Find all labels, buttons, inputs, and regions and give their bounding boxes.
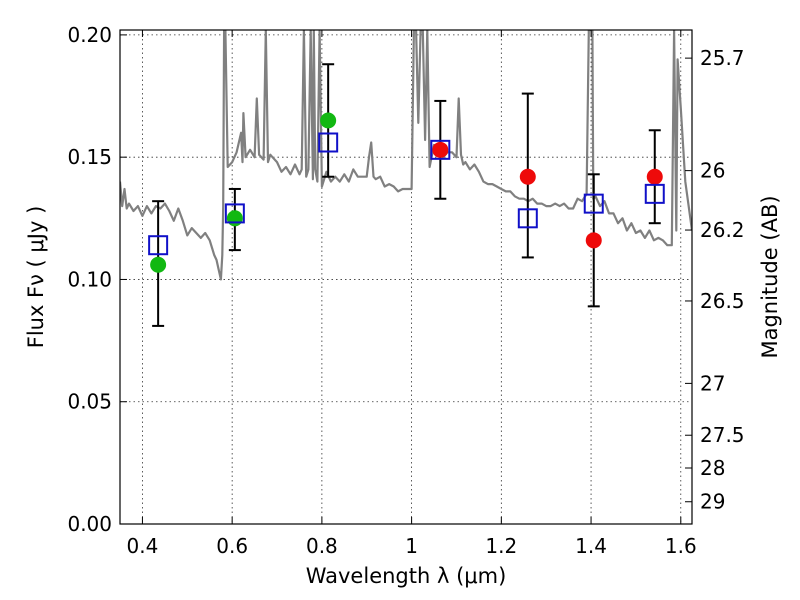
y2-tick-label: 29 [700,490,725,514]
y-tick-label: 0.20 [67,23,112,47]
observed-flux-point [519,168,536,185]
model-flux-square [224,203,245,224]
observed-flux-point [320,112,337,129]
observed-flux-point [585,232,602,249]
x-axis-label: Wavelength λ (μm) [306,564,507,588]
tick-layer: 0.4 0.6 0.8 1 1.2 1.4 1.6 0.00 0.05 0.10 0.15 0.20 2… [67,23,744,558]
model-flux-square [644,183,665,204]
marker-layer [148,112,665,273]
y2-tick-label: 28 [700,456,725,480]
y-tick-label: 0.05 [67,390,112,414]
y2-tick-label: 25.7 [700,46,745,70]
y2-tick-label: 27.5 [700,423,745,447]
y-tick-label: 0.10 [67,267,112,291]
y2-axis-label: Magnitude (AB) [758,195,782,358]
y2-tick-label: 26 [700,159,725,183]
plot-frame [119,29,693,525]
y-tick-label: 0.00 [67,512,112,536]
x-tick-label: 1 [405,534,418,558]
observed-flux-point [646,168,663,185]
x-tick-label: 1.2 [485,534,517,558]
x-tick-label: 1.6 [665,534,697,558]
observed-flux-point [432,141,449,158]
observed-flux-point [226,210,243,227]
y-axis-label: Flux Fν ( μJy ) [24,206,48,349]
y2-tick-label: 26.2 [700,218,745,242]
x-tick-label: 0.6 [216,534,248,558]
x-tick-label: 1.4 [575,534,607,558]
observed-flux-point [150,256,167,273]
y2-tick-label: 27 [700,371,725,395]
model-flux-square [583,193,604,214]
y-tick-label: 0.15 [67,145,112,169]
x-tick-label: 0.8 [306,534,338,558]
model-flux-square [430,139,451,160]
x-tick-label: 0.4 [127,534,159,558]
model-flux-square [318,132,339,153]
y2-tick-label: 26.5 [700,289,745,313]
grid [120,30,692,525]
model-flux-square [148,235,169,256]
model-flux-square [517,208,538,229]
model-spectrum-line [120,30,692,281]
spectrum-layer [120,30,692,281]
